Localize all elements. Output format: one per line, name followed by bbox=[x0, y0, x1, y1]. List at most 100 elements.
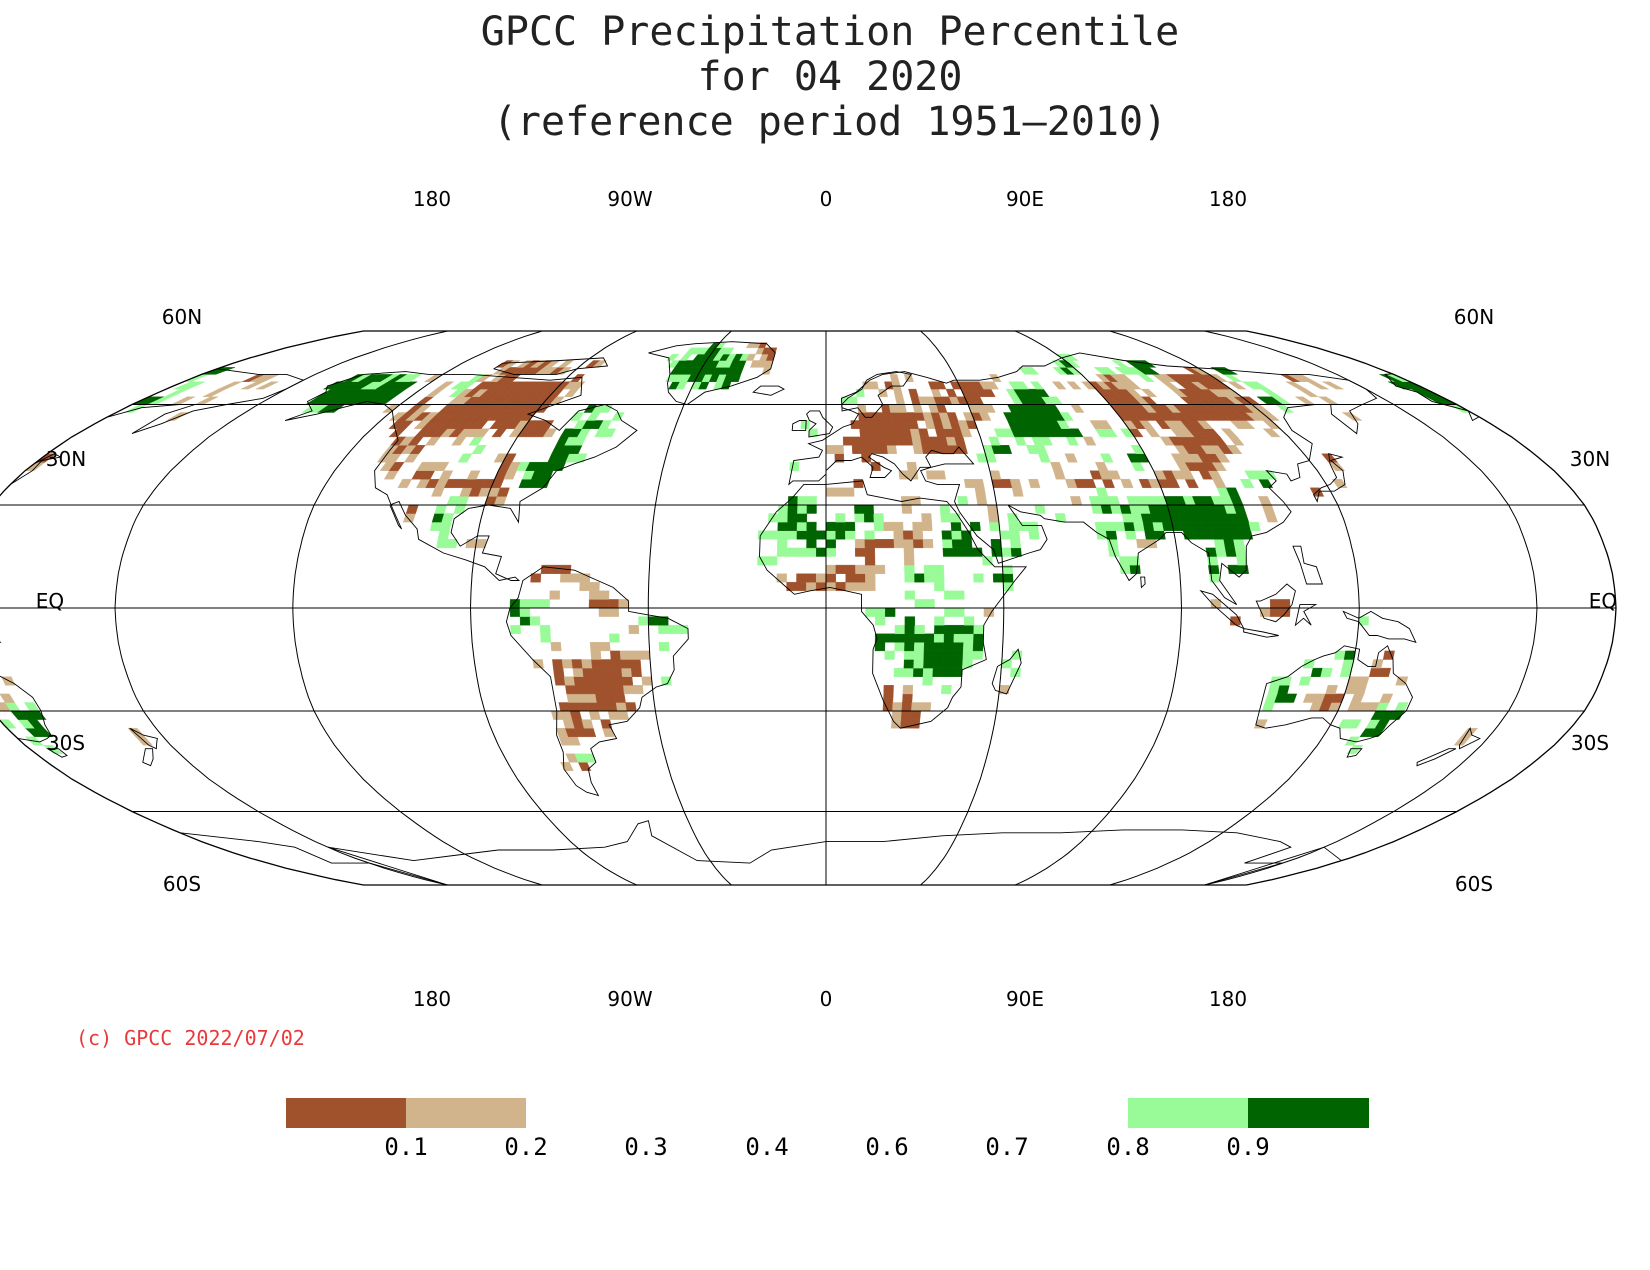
cell-very-dry bbox=[1623, 405, 1649, 413]
cell-very-dry bbox=[0, 396, 11, 405]
world-map bbox=[0, 330, 1649, 886]
cell-very-dry bbox=[954, 436, 966, 446]
cell-dry bbox=[60, 420, 85, 429]
cell-dry bbox=[1220, 428, 1238, 438]
cell-dry bbox=[1484, 360, 1514, 368]
cell-wet bbox=[539, 625, 551, 634]
coastline-south-america bbox=[505, 566, 689, 797]
cell-very-wet bbox=[806, 521, 817, 531]
cell-very-dry bbox=[125, 374, 152, 382]
cell-wet bbox=[83, 360, 115, 368]
cell-very-dry bbox=[630, 659, 642, 669]
cell-dry bbox=[424, 436, 441, 446]
cell-wet bbox=[1119, 564, 1131, 574]
cell-very-dry bbox=[139, 374, 167, 382]
cell-dry bbox=[110, 374, 138, 382]
coastline-new-zealand-n bbox=[1458, 727, 1481, 750]
cell-wet bbox=[944, 590, 955, 600]
cell-wet bbox=[1611, 347, 1616, 355]
cell-very-dry bbox=[60, 396, 88, 405]
cell-dry bbox=[590, 650, 602, 660]
cell-very-wet bbox=[914, 573, 925, 583]
lon-label-top-180e: 180 bbox=[1209, 187, 1247, 211]
cell-dry bbox=[1609, 420, 1616, 429]
coastline-australia bbox=[1255, 645, 1413, 743]
cell-dry bbox=[1145, 428, 1161, 438]
cell-very-wet bbox=[796, 513, 808, 523]
cell-wet bbox=[776, 547, 788, 557]
cell-dry bbox=[585, 693, 598, 703]
cell-dry bbox=[922, 539, 934, 549]
cell-dry bbox=[563, 388, 579, 397]
cell-wet bbox=[1519, 381, 1547, 390]
cell-dry bbox=[52, 374, 81, 382]
cell-very-wet bbox=[990, 539, 1002, 549]
cell-wet bbox=[1114, 521, 1126, 531]
cell-wet bbox=[1234, 547, 1247, 557]
coastline-eurasia bbox=[0, 352, 305, 606]
cell-wet bbox=[999, 530, 1011, 540]
cell-very-dry bbox=[1269, 607, 1281, 617]
cell-very-dry bbox=[10, 388, 39, 397]
cell-wet bbox=[1009, 530, 1021, 540]
cell-wet bbox=[1107, 539, 1119, 549]
cell-very-dry bbox=[878, 445, 889, 454]
cell-wet bbox=[96, 374, 124, 382]
cell-very-wet bbox=[816, 530, 827, 540]
cell-wet bbox=[586, 412, 601, 421]
coastline-sumatra bbox=[1199, 589, 1245, 630]
cell-wet bbox=[953, 633, 965, 643]
cell-very-dry bbox=[75, 404, 101, 413]
legend-label-0-7: 0.7 bbox=[985, 1133, 1028, 1161]
cell-very-dry bbox=[1608, 412, 1616, 421]
cell-very-wet bbox=[1460, 381, 1487, 390]
cell-very-wet bbox=[152, 360, 182, 368]
coastline-antarctica bbox=[0, 820, 448, 885]
legend-swatch-very-dry bbox=[286, 1098, 406, 1128]
cell-very-dry bbox=[883, 420, 894, 429]
cell-dry bbox=[549, 590, 560, 600]
cell-wet bbox=[934, 616, 945, 626]
cell-dry bbox=[1082, 436, 1097, 446]
cell-dry bbox=[1264, 513, 1278, 523]
cell-wet bbox=[922, 676, 933, 686]
cell-dry bbox=[889, 374, 900, 382]
cell-dry bbox=[125, 388, 151, 397]
cell-dry bbox=[37, 428, 62, 438]
cell-very-wet bbox=[145, 360, 175, 368]
cell-dry bbox=[1561, 388, 1588, 397]
cell-dry bbox=[974, 487, 986, 497]
cell-very-dry bbox=[1464, 360, 1493, 368]
cell-dry bbox=[1120, 479, 1134, 488]
cell-wet bbox=[1034, 504, 1046, 514]
cell-wet bbox=[1028, 530, 1040, 540]
cell-very-wet bbox=[1471, 388, 1496, 397]
cell-wet bbox=[854, 513, 865, 523]
cell-dry bbox=[598, 607, 610, 617]
cell-wet bbox=[1011, 650, 1023, 660]
cell-dry bbox=[617, 710, 629, 720]
cell-wet bbox=[1394, 702, 1409, 712]
cell-very-dry bbox=[845, 573, 856, 583]
cell-very-dry bbox=[582, 667, 594, 677]
cell-very-dry bbox=[900, 710, 912, 720]
cell-wet bbox=[1100, 367, 1118, 375]
cell-wet bbox=[953, 590, 965, 600]
cell-dry bbox=[195, 396, 219, 405]
cell-very-wet bbox=[844, 521, 856, 531]
cell-very-wet bbox=[884, 607, 896, 617]
cell-very-dry bbox=[600, 659, 613, 669]
cell-wet bbox=[1429, 374, 1454, 382]
cell-dry bbox=[921, 521, 933, 531]
cell-dry bbox=[896, 404, 907, 413]
cell-dry bbox=[608, 607, 620, 617]
cell-wet bbox=[1248, 381, 1270, 390]
cell-wet bbox=[913, 659, 925, 669]
cell-dry bbox=[1053, 470, 1066, 480]
cell-dry bbox=[641, 676, 653, 686]
cell-wet bbox=[800, 420, 810, 429]
cell-wet bbox=[951, 530, 963, 540]
cell-wet bbox=[962, 642, 974, 652]
cell-wet bbox=[1215, 547, 1228, 557]
cell-wet bbox=[949, 513, 961, 523]
